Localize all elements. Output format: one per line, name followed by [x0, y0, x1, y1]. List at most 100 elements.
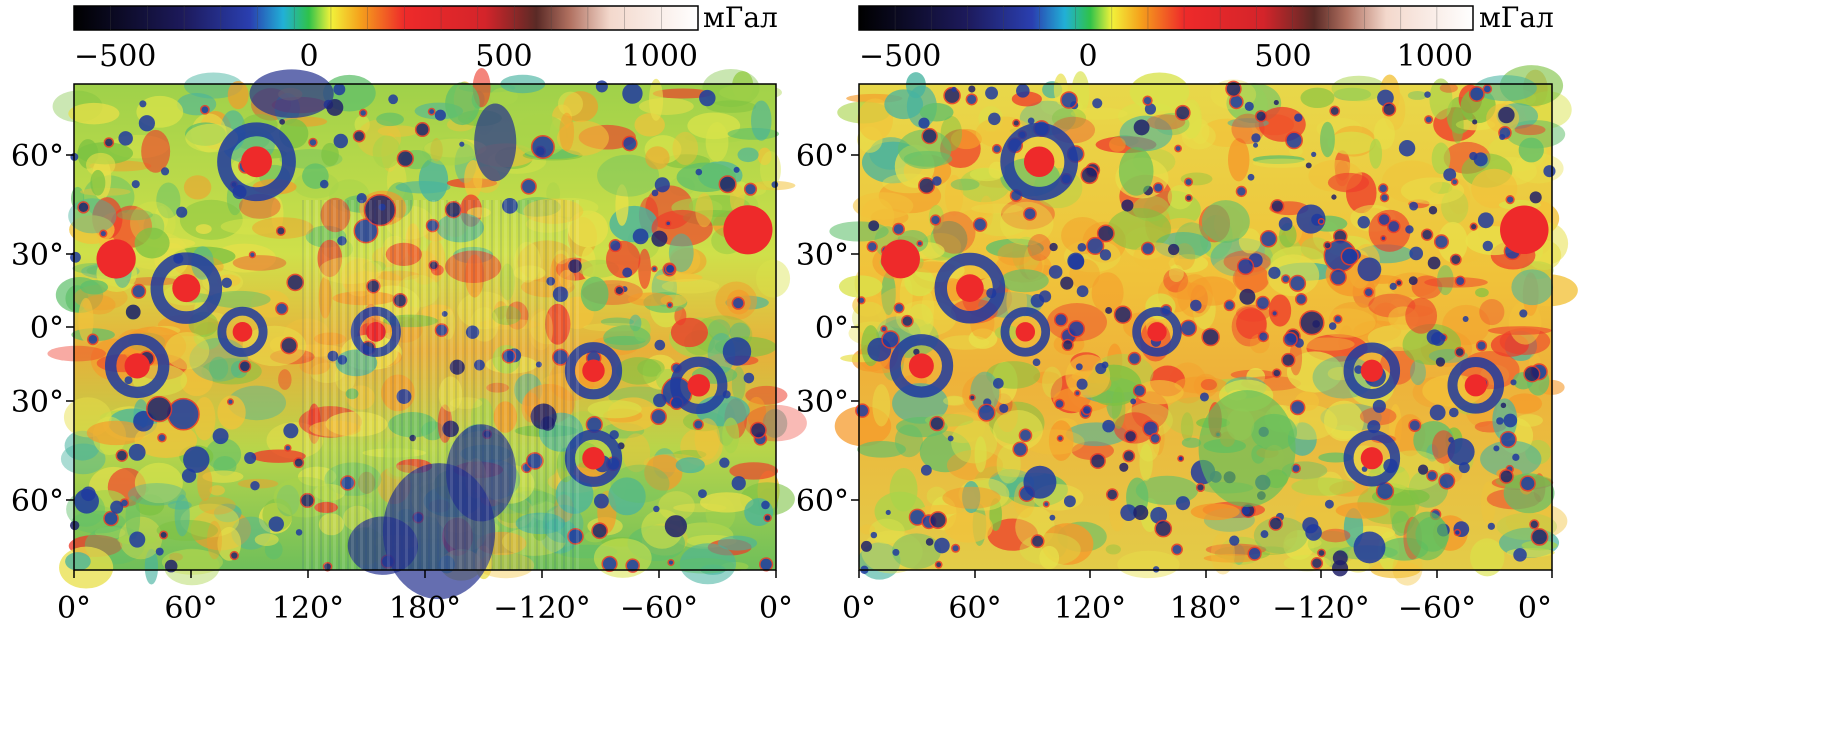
anomaly-patch: [933, 211, 976, 254]
crater-anomaly: [1075, 363, 1083, 371]
crater-anomaly: [1244, 101, 1254, 111]
crater-anomaly: [1223, 299, 1236, 312]
anomaly-patch: [1190, 503, 1240, 521]
crater-anomaly: [992, 377, 1004, 389]
anomaly-patch: [1042, 366, 1063, 398]
anomaly-patch: [645, 146, 670, 170]
mascon-core: [1015, 322, 1036, 342]
latitude-tick-label: 0°: [815, 311, 849, 346]
longitude-tick-label: −120°: [1272, 591, 1369, 626]
anomaly-patch: [971, 203, 1023, 214]
crater-anomaly: [1179, 319, 1197, 337]
crater-anomaly: [1174, 104, 1191, 121]
crater-anomaly: [1273, 99, 1279, 106]
anomaly-patch: [944, 511, 993, 543]
crater-anomaly: [1076, 378, 1088, 390]
anomaly-patch: [670, 317, 709, 348]
crater-anomaly: [1012, 441, 1029, 458]
longitude-axis: 0° 60° 120° 180° −120° −60° 0°: [842, 570, 1553, 626]
mascon-core: [1464, 374, 1487, 397]
anomaly-patch: [962, 209, 992, 219]
anomaly-patch: [634, 113, 665, 137]
latitude-tick-label: 0°: [30, 311, 64, 346]
crater-anomaly: [1229, 535, 1240, 546]
crater-anomaly: [951, 86, 957, 92]
anomaly-patch: [161, 549, 223, 575]
crater-anomaly: [653, 393, 667, 408]
mascon-core: [232, 322, 253, 342]
anomaly-patch: [1405, 297, 1438, 334]
crater-anomaly: [870, 531, 878, 539]
crater-anomaly: [1453, 528, 1462, 537]
crater-anomaly: [1331, 560, 1349, 577]
crater-anomaly: [1127, 351, 1142, 366]
anomaly-patch: [86, 420, 146, 446]
anomaly-patch: [608, 477, 646, 516]
crater-anomaly: [972, 217, 988, 232]
anomaly-patch: [1065, 354, 1111, 398]
anomaly-patch: [206, 520, 222, 560]
mascon-ring: [150, 252, 223, 324]
crater-anomaly: [118, 131, 133, 146]
crater-anomaly: [1195, 482, 1206, 493]
crater-anomaly: [925, 538, 934, 546]
anomaly-patch: [997, 242, 1032, 266]
crater-anomaly: [226, 398, 234, 406]
crater-anomaly: [358, 108, 368, 118]
crater-anomaly: [530, 134, 555, 160]
anomaly-patch: [1507, 393, 1543, 414]
anomaly-patch: [732, 71, 754, 100]
crater-anomaly: [1144, 103, 1157, 115]
crater-anomaly: [1251, 133, 1261, 143]
crater-anomaly: [77, 201, 90, 214]
mascon-core: [1147, 322, 1167, 342]
crater-anomaly: [1271, 368, 1282, 378]
anomaly-patch: [859, 524, 876, 535]
crater-anomaly: [1377, 89, 1394, 107]
crater-anomaly: [1447, 438, 1475, 466]
anomaly-patch: [706, 100, 757, 113]
anomaly-patch: [1302, 337, 1355, 351]
anomaly-patch: [872, 384, 891, 427]
crater-anomaly: [1438, 472, 1456, 490]
anomaly-patch: [974, 212, 1028, 237]
crater-anomaly: [1333, 314, 1343, 324]
anomaly-patch: [1323, 400, 1364, 442]
crater-anomaly: [1354, 365, 1363, 374]
anomaly-patch: [180, 365, 213, 397]
crater-anomaly: [918, 177, 936, 195]
crater-anomaly: [1280, 274, 1291, 284]
anomaly-patch: [1117, 550, 1180, 579]
anomaly-patch: [86, 152, 116, 177]
crater-anomaly: [947, 435, 954, 442]
colorbar-tick-label: 500: [475, 39, 532, 74]
crater-anomaly: [1380, 235, 1387, 242]
crater-anomaly: [1482, 240, 1494, 252]
anomaly-patch: [134, 227, 170, 259]
crater-anomaly: [238, 359, 252, 373]
basin-low-anomaly: [249, 69, 334, 119]
anomaly-patch: [164, 548, 220, 586]
anomaly-patch: [904, 268, 935, 297]
crater-anomaly: [929, 214, 942, 226]
crater-anomaly: [731, 296, 745, 310]
crater-anomaly: [968, 85, 976, 93]
crater-anomaly: [1482, 84, 1493, 94]
anomaly-patch: [156, 182, 181, 219]
crater-anomaly: [1353, 531, 1386, 564]
latitude-tick-label: 30°: [796, 385, 849, 420]
crater-anomaly: [1199, 392, 1209, 402]
anomaly-patch: [1051, 107, 1087, 130]
crater-anomaly: [1499, 430, 1517, 449]
anomaly-patch: [1000, 269, 1049, 293]
anomaly-patch: [675, 457, 705, 474]
crater-anomaly: [1099, 249, 1112, 261]
anomaly-patch: [395, 180, 451, 194]
crater-anomaly: [81, 486, 96, 502]
mascon-core: [96, 239, 136, 279]
crater-anomaly: [129, 531, 146, 548]
crater-anomaly: [1049, 242, 1058, 252]
crater-anomaly: [1271, 309, 1279, 317]
anomaly-patch: [193, 397, 216, 441]
crater-anomaly: [1475, 340, 1488, 352]
